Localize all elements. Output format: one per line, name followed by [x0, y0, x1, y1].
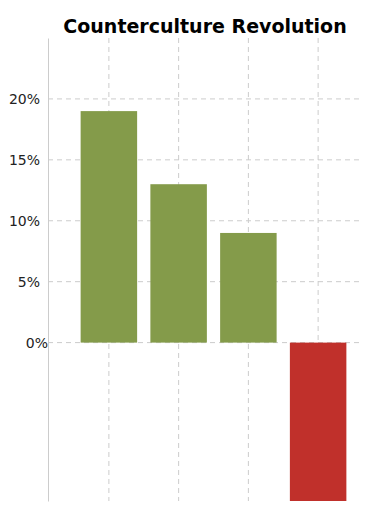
tick: 20% — [9, 91, 48, 107]
tick: 10% — [9, 213, 48, 229]
x-axis — [109, 501, 318, 502]
grid-line — [48, 98, 360, 99]
tick-label: 0% — [26, 335, 48, 351]
bar — [150, 184, 206, 342]
tick-label: 10% — [9, 213, 40, 229]
bars — [81, 111, 347, 501]
y-axis: 0% 5% 10% 15% 20% — [9, 39, 49, 502]
tick: 0% — [26, 335, 48, 351]
tick-label: 5% — [18, 274, 40, 290]
tick-label: 15% — [9, 152, 40, 168]
tick: 15% — [9, 152, 48, 168]
bar — [81, 111, 137, 343]
chart: 0% 5% 10% 15% 20% Counterculture Revolution — [0, 0, 368, 517]
axis-line — [48, 39, 49, 502]
grid — [48, 38, 360, 501]
bar — [290, 343, 346, 501]
bar — [220, 233, 276, 343]
tick-label: 20% — [9, 91, 40, 107]
tick: 5% — [18, 274, 48, 290]
title: Counterculture Revolution — [63, 15, 346, 37]
